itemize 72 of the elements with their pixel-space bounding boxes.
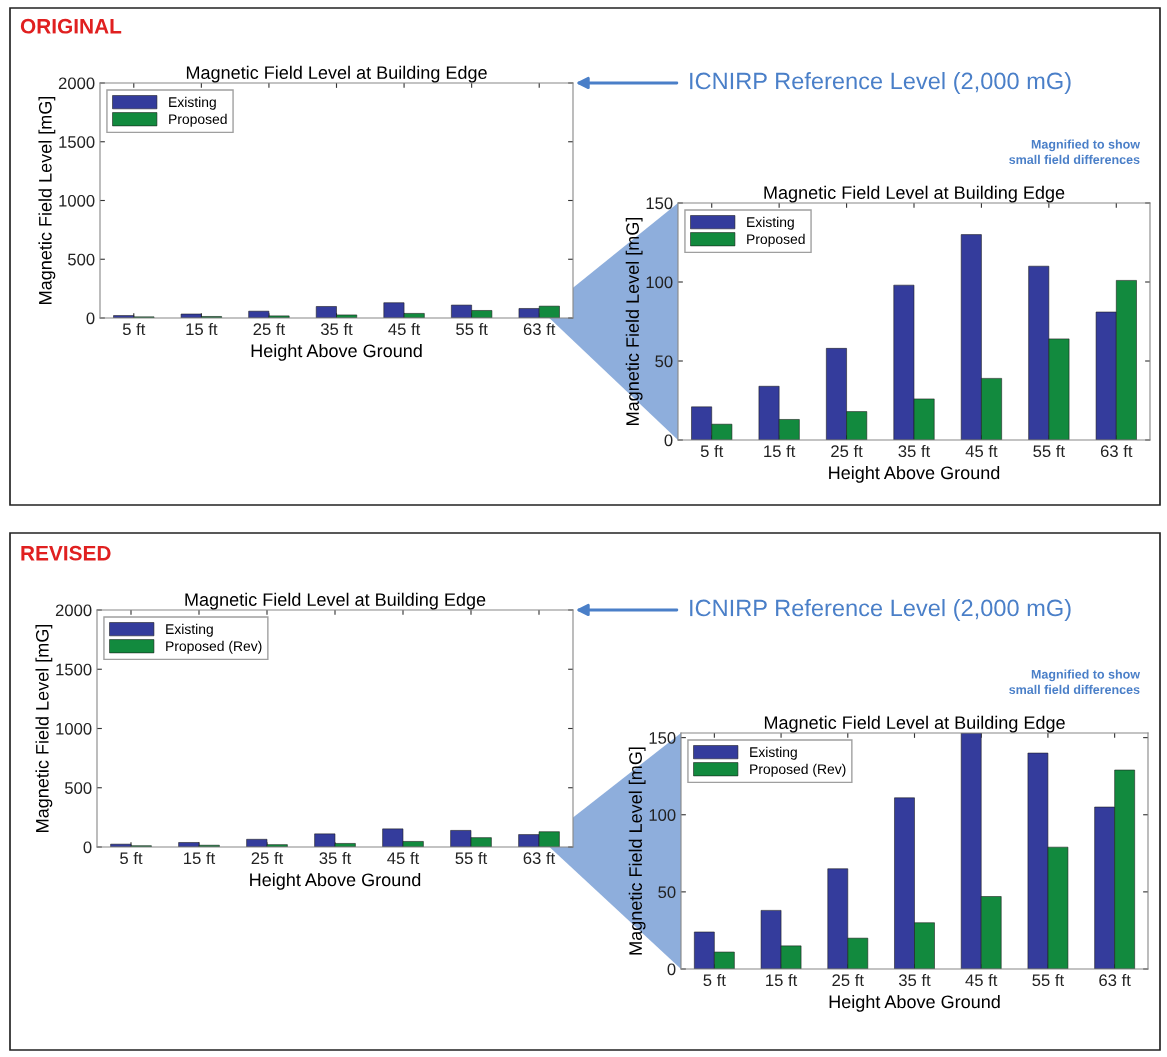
text: ICNIRP Reference Level (2,000 mG) [690, 598, 1071, 621]
x-tick-label: 55 ft [455, 851, 488, 865]
x-axis-title: Height Above Ground [251, 343, 422, 361]
y-axis-title: Magnetic Field Level [mG] [38, 96, 56, 304]
x-tick-label: 35 ft [319, 851, 352, 865]
x-tick-label: 63 ft [1100, 444, 1133, 458]
y-tick-label: 0 [667, 963, 676, 976]
y-tick-label: 1000 [56, 722, 92, 735]
y-tick-label: 1500 [59, 136, 95, 148]
y-tick-label: 100 [646, 276, 673, 289]
legend-label: Existing [166, 623, 213, 637]
y-tick-label: 0 [83, 841, 92, 854]
legend-label: Proposed (Rev) [750, 763, 846, 777]
x-axis-title: Height Above Ground [829, 465, 1000, 483]
y-tick-label: 2000 [55, 604, 92, 617]
y-tick-label: 0 [86, 312, 95, 325]
x-tick-label: 5 ft [120, 851, 143, 865]
legend-label: Existing [747, 216, 794, 230]
x-tick-label: 45 ft [965, 444, 998, 458]
text: Magnified to show small field differences [1009, 139, 1141, 165]
x-tick-label: 35 ft [898, 444, 931, 458]
x-tick-label: 15 ft [766, 973, 798, 987]
text: ICNIRP Reference Level (2,000 mG) [690, 72, 1071, 94]
x-tick-label: 15 ft [186, 322, 218, 336]
y-tick-label: 0 [664, 434, 673, 447]
x-tick-label: 63 ft [523, 851, 556, 865]
y-axis-title: Magnetic Field Level [mG] [35, 624, 53, 832]
text: Magnified to show small field differences [1009, 669, 1141, 695]
x-tick-label: 5 ft [122, 322, 146, 336]
chart-title: Magnetic Field Level at Building Edge [764, 715, 1065, 733]
x-tick-label: 25 ft [251, 851, 284, 865]
y-tick-label: 1000 [59, 194, 95, 207]
x-tick-label: 35 ft [898, 973, 931, 987]
x-tick-label: 45 ft [388, 322, 421, 336]
y-axis-title: Magnetic Field Level [mG] [628, 747, 646, 955]
y-tick-label: 500 [68, 253, 95, 266]
y-axis-title: Magnetic Field Level [mG] [625, 217, 643, 425]
chart-title: Magnetic Field Level at Building Edge [186, 65, 487, 83]
x-tick-label: 55 ft [1032, 973, 1065, 987]
legend-label: Proposed [169, 113, 227, 127]
x-tick-label: 55 ft [1033, 444, 1065, 458]
y-tick-label: 1500 [56, 663, 92, 676]
y-tick-label: 2000 [58, 77, 95, 90]
x-tick-label: 15 ft [184, 851, 216, 865]
x-tick-label: 15 ft [764, 444, 796, 458]
x-tick-label: 55 ft [456, 322, 488, 336]
x-axis-title: Height Above Ground [829, 994, 1000, 1012]
chart-title: Magnetic Field Level at Building Edge [185, 592, 486, 610]
x-tick-label: 5 ft [703, 973, 726, 987]
y-tick-label: 500 [65, 782, 92, 794]
x-tick-label: 25 ft [831, 444, 863, 458]
text: REVISED [21, 545, 111, 561]
text: ORIGINAL [20, 18, 122, 34]
y-tick-label: 50 [655, 355, 673, 368]
x-tick-label: 35 ft [320, 322, 353, 336]
x-tick-label: 25 ft [832, 973, 864, 987]
y-tick-label: 150 [649, 732, 676, 744]
legend-label: Existing [169, 96, 216, 110]
x-tick-label: 63 ft [1099, 973, 1131, 987]
legend-label: Proposed (Rev) [166, 640, 262, 654]
y-tick-label: 100 [649, 809, 676, 821]
y-tick-label: 150 [646, 197, 673, 210]
x-axis-title: Height Above Ground [250, 872, 421, 890]
chart-title: Magnetic Field Level at Building Edge [764, 185, 1065, 203]
x-tick-label: 45 ft [965, 973, 998, 987]
x-tick-label: 25 ft [253, 322, 286, 336]
x-tick-label: 5 ft [700, 444, 724, 458]
legend-label: Proposed [747, 233, 805, 247]
x-tick-label: 45 ft [387, 851, 420, 865]
x-tick-label: 63 ft [523, 322, 556, 336]
y-tick-label: 50 [658, 886, 676, 899]
legend-label: Existing [750, 746, 797, 760]
